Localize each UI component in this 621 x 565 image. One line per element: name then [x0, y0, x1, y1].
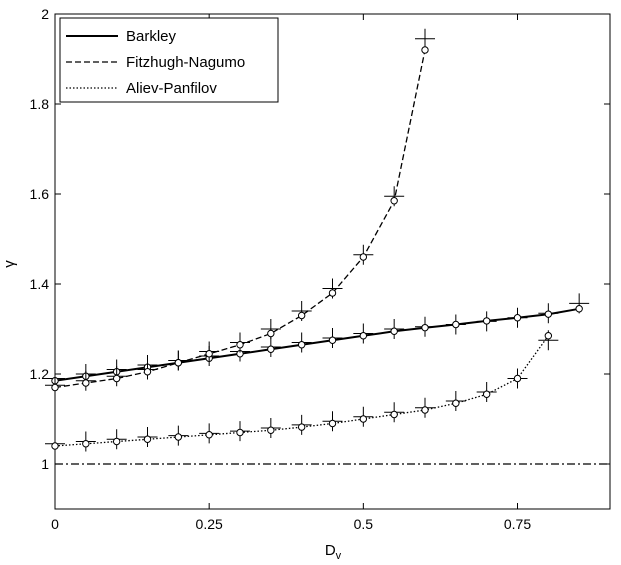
point-marker-aliev-panfilov [421, 406, 429, 414]
legend-label-fitzhugh-nagumo: Fitzhugh-Nagumo [126, 54, 245, 71]
x-tick-label: 0 [51, 516, 59, 532]
point-marker-barkley [267, 345, 275, 353]
point-marker-fitzhugh-nagumo [328, 289, 337, 297]
point-marker-fitzhugh-nagumo [205, 350, 213, 358]
point-marker-barkley [359, 332, 368, 340]
point-marker-aliev-panfilov [482, 390, 491, 398]
point-marker-fitzhugh-nagumo [112, 374, 121, 383]
point-marker-aliev-panfilov [82, 440, 90, 448]
y-tick-label: 1.8 [30, 96, 50, 112]
y-tick-label: 1.2 [30, 366, 50, 382]
x-tick-label: 0.25 [196, 516, 223, 532]
point-marker-aliev-panfilov [267, 426, 275, 434]
legend-box [59, 17, 279, 103]
cross-marker-fitzhugh-nagumo [415, 28, 435, 49]
point-marker-barkley [390, 327, 398, 335]
point-marker-aliev-panfilov [390, 410, 398, 419]
point-marker-aliev-panfilov [359, 415, 368, 423]
x-axis-label: Dv [325, 542, 342, 562]
point-marker-barkley [544, 310, 553, 318]
point-marker-fitzhugh-nagumo [236, 341, 244, 349]
point-marker-fitzhugh-nagumo [267, 329, 275, 338]
point-marker-fitzhugh-nagumo [82, 379, 90, 387]
point-marker-fitzhugh-nagumo [359, 253, 368, 261]
plot-frame [54, 13, 611, 510]
point-marker-aliev-panfilov [328, 419, 337, 428]
legend-label-barkley: Barkley [126, 28, 177, 45]
point-marker-fitzhugh-nagumo [143, 368, 152, 376]
y-tick-label: 1.4 [30, 276, 50, 292]
point-marker-aliev-panfilov [544, 332, 553, 340]
point-marker-barkley [575, 305, 583, 313]
y-tick-label: 1 [41, 456, 49, 472]
y-tick-label: 2 [41, 6, 49, 22]
point-marker-barkley [297, 341, 306, 349]
legend: Barkley Fitzhugh-Nagumo Aliev-Panfilov [59, 17, 279, 103]
series-line-aliev-panfilov [54, 335, 549, 447]
point-marker-aliev-panfilov [174, 433, 183, 441]
point-marker-aliev-panfilov [143, 435, 152, 443]
series-line-barkley [54, 307, 580, 382]
point-marker-fitzhugh-nagumo [297, 311, 306, 320]
point-marker-aliev-panfilov [112, 437, 121, 446]
point-marker-fitzhugh-nagumo [174, 359, 183, 367]
point-marker-fitzhugh-nagumo [421, 46, 429, 54]
point-marker-fitzhugh-nagumo [390, 197, 398, 205]
point-marker-aliev-panfilov [205, 431, 213, 439]
point-marker-fitzhugh-nagumo [51, 383, 59, 392]
point-marker-aliev-panfilov [297, 423, 306, 431]
point-marker-barkley [513, 314, 522, 322]
point-marker-barkley [452, 320, 460, 329]
point-marker-barkley [328, 336, 337, 344]
point-marker-barkley [482, 317, 491, 325]
point-marker-aliev-panfilov [51, 442, 59, 450]
point-marker-aliev-panfilov [452, 399, 460, 407]
x-tick-label: 0.5 [354, 516, 374, 532]
point-marker-aliev-panfilov [513, 374, 522, 383]
y-axis-label: γ [1, 260, 18, 268]
point-marker-barkley [421, 323, 429, 332]
point-marker-aliev-panfilov [236, 428, 244, 437]
legend-label-aliev-panfilov: Aliev-Panfilov [126, 80, 217, 97]
y-tick-label: 1.6 [30, 186, 50, 202]
x-tick-label: 0.75 [504, 516, 531, 532]
